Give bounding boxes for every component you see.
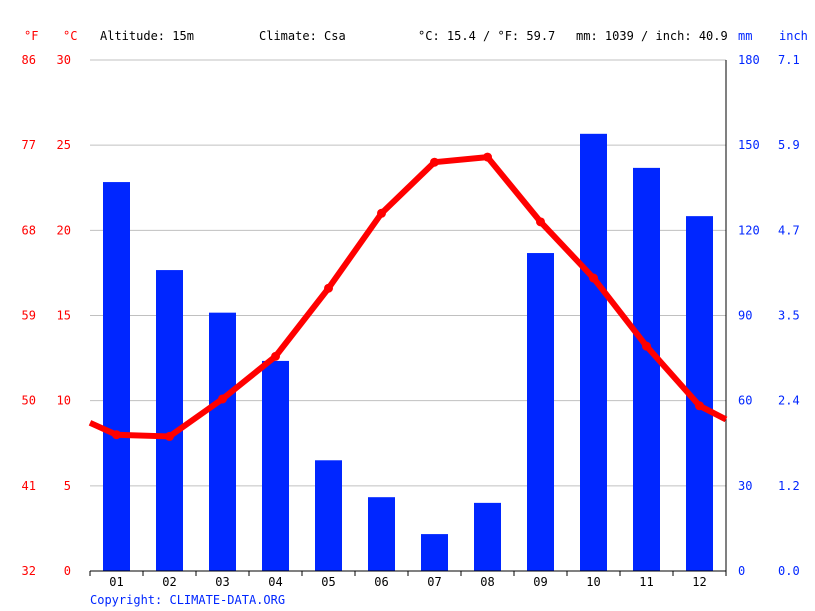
x-tick-label: 02 — [162, 575, 176, 589]
y-tick-label-fahrenheit: 86 — [22, 53, 36, 67]
temperature-point — [377, 208, 386, 218]
x-tick-label: 06 — [374, 575, 388, 589]
x-tick-label: 12 — [692, 575, 706, 589]
x-tick-label: 07 — [427, 575, 441, 589]
precipitation-bar — [368, 497, 395, 571]
y-tick-label-fahrenheit: 32 — [22, 564, 36, 578]
temperature-series-line — [88, 154, 728, 440]
temperature-point — [695, 401, 704, 411]
y-tick-label-inch: 0.0 — [778, 564, 800, 578]
y-tick-label-inch: 3.5 — [778, 309, 800, 323]
y-tick-label-fahrenheit: 59 — [22, 309, 36, 323]
mm-unit-label: mm — [738, 29, 752, 43]
y-tick-label-celsius: 25 — [57, 138, 71, 152]
y-tick-label-fahrenheit: 77 — [22, 138, 36, 152]
tick-labels: 32 0 0 0.041 5 30 1.250 10 60 2.459 15 90 3.568 20 120… — [22, 53, 800, 589]
temperature-average-label: °C: 15.4 / °F: 59.7 — [418, 29, 555, 43]
y-tick-label-inch: 2.4 — [778, 394, 800, 408]
precipitation-bar — [580, 133, 607, 572]
y-tick-label-fahrenheit: 50 — [22, 394, 36, 408]
climate-label: Climate: Csa — [259, 29, 346, 43]
y-tick-label-celsius: 20 — [57, 223, 71, 237]
copyright-text: Copyright: CLIMATE-DATA.ORG — [90, 593, 285, 607]
temperature-point — [642, 341, 651, 351]
y-tick-label-mm: 60 — [738, 394, 752, 408]
x-tick-label: 09 — [533, 575, 547, 589]
y-tick-label-celsius: 15 — [57, 309, 71, 323]
y-tick-label-mm: 120 — [738, 223, 760, 237]
axes — [89, 60, 727, 576]
temperature-point — [324, 283, 333, 293]
x-tick-label: 03 — [215, 575, 229, 589]
temperature-point — [112, 430, 121, 440]
precipitation-bars — [103, 133, 713, 572]
x-tick-label: 11 — [639, 575, 653, 589]
y-tick-label-fahrenheit: 41 — [22, 479, 36, 493]
inch-unit-label: inch — [779, 29, 808, 43]
x-tick-label: 05 — [321, 575, 335, 589]
y-tick-label-mm: 90 — [738, 309, 752, 323]
x-tick-label: 10 — [586, 575, 600, 589]
precipitation-bar — [315, 460, 342, 571]
x-tick-label: 01 — [109, 575, 123, 589]
x-tick-label: 08 — [480, 575, 494, 589]
temperature-point — [536, 217, 545, 227]
temperature-point — [218, 394, 227, 404]
y-tick-label-inch: 5.9 — [778, 138, 800, 152]
y-tick-label-inch: 4.7 — [778, 223, 800, 237]
precipitation-total-label: mm: 1039 / inch: 40.9 — [576, 29, 728, 43]
x-tick-label: 04 — [268, 575, 282, 589]
temperature-line — [88, 152, 728, 441]
y-tick-label-fahrenheit: 68 — [22, 223, 36, 237]
temperature-point — [589, 273, 598, 283]
precipitation-bar — [474, 502, 501, 571]
y-tick-label-mm: 30 — [738, 479, 752, 493]
temperature-point — [430, 157, 439, 167]
y-tick-label-mm: 180 — [738, 53, 760, 67]
y-tick-label-mm: 0 — [738, 564, 745, 578]
temperature-point — [483, 152, 492, 162]
precipitation-bar — [527, 253, 554, 572]
fahrenheit-unit-label: °F — [24, 29, 38, 43]
altitude-label: Altitude: 15m — [100, 29, 194, 43]
precipitation-bar — [421, 534, 448, 571]
y-tick-label-inch: 7.1 — [778, 53, 800, 67]
y-tick-label-inch: 1.2 — [778, 479, 800, 493]
y-tick-label-celsius: 10 — [57, 394, 71, 408]
precipitation-bar — [156, 270, 183, 571]
precipitation-bar — [209, 312, 236, 571]
y-tick-label-mm: 150 — [738, 138, 760, 152]
y-tick-label-celsius: 5 — [64, 479, 71, 493]
precipitation-bar — [633, 167, 660, 571]
precipitation-bar — [103, 182, 130, 572]
y-tick-label-celsius: 30 — [57, 53, 71, 67]
y-tick-label-celsius: 0 — [64, 564, 71, 578]
temperature-point — [271, 351, 280, 361]
celsius-unit-label: °C — [63, 29, 77, 43]
grid-lines — [90, 59, 726, 487]
precipitation-bar — [262, 360, 289, 571]
temperature-point — [165, 431, 174, 441]
